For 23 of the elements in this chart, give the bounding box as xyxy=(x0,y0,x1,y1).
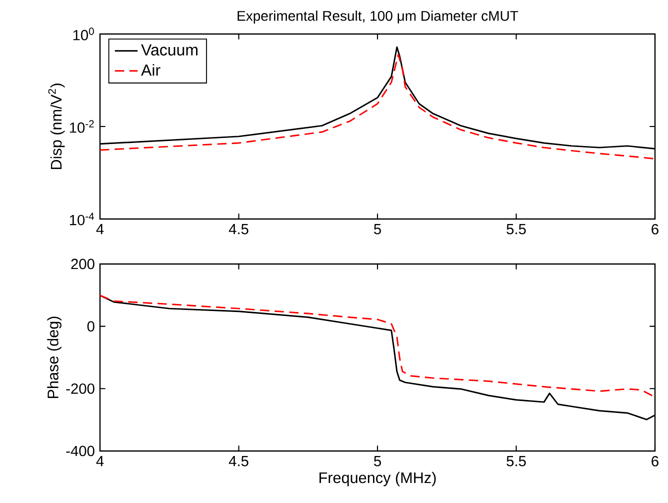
x-tick-label: 5.5 xyxy=(506,456,526,466)
x-tick-label: 6 xyxy=(652,224,658,234)
chart-title: Experimental Result, 100 μm Diameter cMUT xyxy=(238,10,518,24)
x-tick-label: 4.5 xyxy=(228,224,248,234)
x-tick-label: 6 xyxy=(652,456,658,466)
y-tick-label: -200 xyxy=(66,383,94,394)
legend-label: Vacuum xyxy=(141,44,198,56)
y-tick-label: 200 xyxy=(71,258,94,270)
x-tick-label: 4 xyxy=(96,224,104,234)
y-tick-label: -400 xyxy=(66,446,94,456)
x-axis-title: Frequency (MHz) xyxy=(320,472,436,486)
x-tick-label: 5 xyxy=(374,224,381,234)
y-tick-label: 10$^{0}$ xyxy=(73,28,94,40)
x-tick-label: 4 xyxy=(96,456,104,466)
legend-label: Air xyxy=(141,64,160,76)
y-tick-label: 10$^{-2}$ xyxy=(70,120,94,133)
y-tick-label: 0 xyxy=(87,321,94,332)
y-axis-title: Phase (deg) xyxy=(47,316,62,398)
y-axis-title: Disp (nm/V$^{2}$) xyxy=(48,84,65,170)
x-tick-label: 4.5 xyxy=(228,456,248,466)
y-tick-label: 10$^{-4}$ xyxy=(70,212,94,226)
x-tick-label: 5 xyxy=(374,456,381,466)
x-tick-label: 5.5 xyxy=(506,224,526,234)
